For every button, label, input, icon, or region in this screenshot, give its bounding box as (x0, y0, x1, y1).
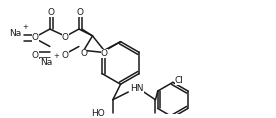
Text: Na: Na (40, 58, 52, 67)
Text: O: O (62, 33, 69, 42)
Text: Cl: Cl (175, 76, 184, 85)
Text: Na: Na (9, 29, 22, 38)
Text: O: O (32, 33, 39, 42)
Text: O: O (80, 49, 87, 58)
Text: +: + (22, 24, 28, 30)
Text: O: O (47, 8, 54, 17)
Text: HN: HN (130, 84, 144, 93)
Text: HO: HO (91, 109, 105, 118)
Text: +: + (53, 53, 59, 59)
Text: O: O (32, 51, 39, 60)
Text: O: O (76, 8, 83, 17)
Text: O: O (62, 51, 69, 60)
Text: O: O (101, 49, 108, 58)
